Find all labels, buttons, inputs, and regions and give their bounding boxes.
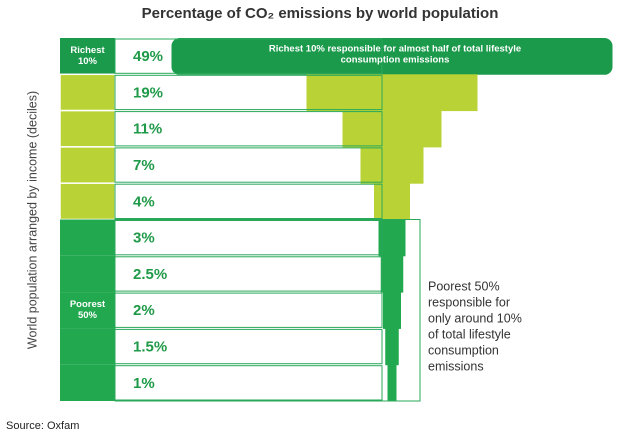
row-band [60, 328, 115, 365]
funnel-segment [374, 183, 410, 220]
y-axis-label: World population arranged by income (dec… [25, 91, 39, 349]
value-cell [114, 74, 383, 111]
value-cell [114, 183, 383, 219]
value-cell [114, 38, 383, 74]
annotation: only around 10% [428, 311, 522, 325]
row-band [60, 292, 115, 329]
value-label: 7% [133, 157, 155, 174]
category-label: Poorest 50% [69, 299, 106, 322]
funnel-segment [171, 38, 613, 75]
group-outline [114, 219, 421, 402]
annotation: Poorest 50% [428, 279, 500, 293]
value-label: 49% [133, 48, 163, 65]
chart-title: Percentage of CO₂ emissions by world pop… [142, 5, 499, 22]
row-band [59, 182, 116, 221]
annotation: of total lifestyle [428, 327, 511, 341]
funnel-segment [387, 364, 397, 402]
funnel-segment [380, 255, 404, 293]
row-band [59, 146, 116, 184]
funnel-segment [360, 146, 424, 184]
value-label: 1% [133, 375, 155, 392]
funnel-segment [306, 74, 478, 112]
value-label: 11% [133, 121, 162, 138]
row-band [60, 38, 115, 75]
annotation: consumption [428, 343, 499, 357]
annotation: Richest 10% responsible for almost half … [269, 44, 521, 55]
value-label: 1.5% [133, 339, 167, 356]
value-label: 4% [133, 193, 155, 210]
value-label: 3% [133, 230, 155, 247]
value-cell [114, 220, 383, 256]
row-band [59, 109, 116, 148]
value-label: 2.5% [133, 266, 167, 283]
row-band [60, 364, 115, 401]
annotation: responsible for [428, 295, 510, 309]
value-label: 2% [133, 302, 155, 319]
funnel-segment [385, 328, 399, 366]
value-cell [114, 147, 383, 183]
row-band [60, 255, 115, 293]
annotation: consumption emissions [341, 55, 450, 66]
source: Source: Oxfam [6, 420, 79, 432]
funnel-segment [378, 219, 406, 257]
category-label: Richest 10% [70, 45, 105, 67]
annotation: emissions [428, 359, 484, 373]
value-cell [114, 111, 383, 147]
value-cell [114, 292, 383, 328]
funnel-segment [342, 110, 442, 148]
value-cell [114, 365, 383, 401]
row-band [60, 219, 115, 256]
funnel-segment [383, 292, 401, 329]
value-label: 19% [133, 84, 163, 101]
row-band [59, 73, 116, 112]
